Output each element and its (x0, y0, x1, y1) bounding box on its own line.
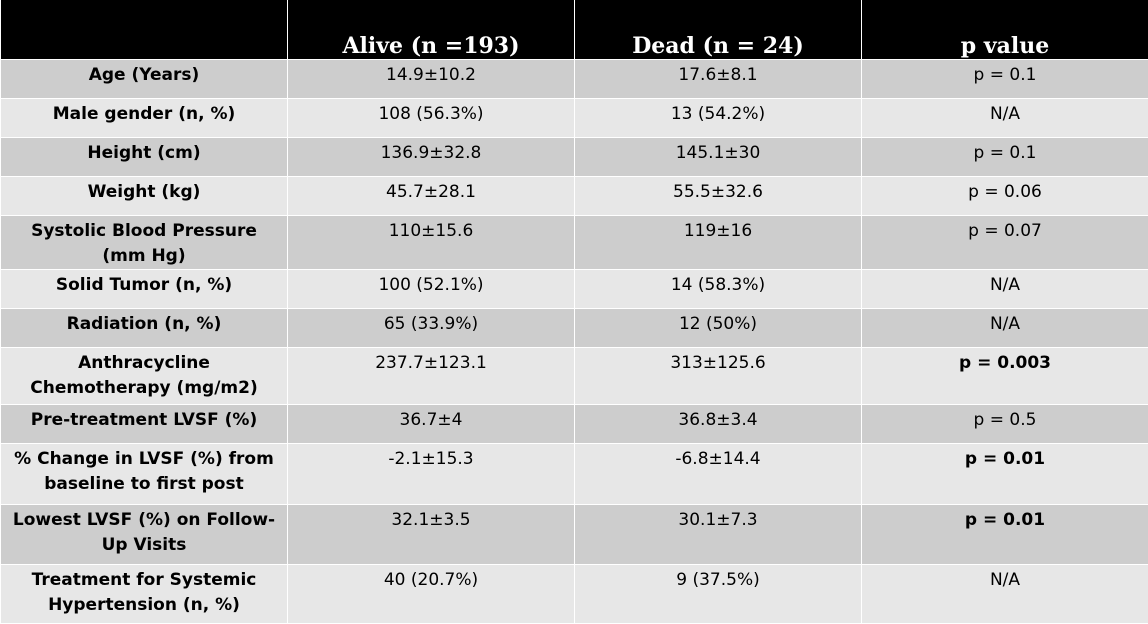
table-row: Systolic Blood Pressure (mm Hg) 110±15.6… (1, 215, 1148, 269)
row-label: Age (Years) (1, 59, 288, 98)
alive-value: 136.9±32.8 (288, 137, 575, 176)
dead-value: 14 (58.3%) (575, 269, 862, 308)
p-value: p = 0.1 (862, 59, 1148, 98)
header-alive: Alive (n =193) (288, 0, 575, 59)
dead-value: 12 (50%) (575, 308, 862, 347)
row-label: % Change in LVSF (%) from baseline to fi… (1, 443, 288, 504)
dead-value: 17.6±8.1 (575, 59, 862, 98)
dead-value: 9 (37.5%) (575, 564, 862, 623)
table-row: % Change in LVSF (%) from baseline to fi… (1, 443, 1148, 504)
row-label: Treatment for Systemic Hypertension (n, … (1, 564, 288, 623)
table-row: Lowest LVSF (%) on Follow-Up Visits 32.1… (1, 504, 1148, 564)
header-row: Alive (n =193) Dead (n = 24) p value (1, 0, 1148, 59)
alive-value: 40 (20.7%) (288, 564, 575, 623)
table-row: Male gender (n, %) 108 (56.3%) 13 (54.2%… (1, 98, 1148, 137)
row-label: Height (cm) (1, 137, 288, 176)
p-value: p = 0.01 (862, 504, 1148, 564)
alive-value: 45.7±28.1 (288, 176, 575, 215)
header-dead: Dead (n = 24) (575, 0, 862, 59)
header-blank (1, 0, 288, 59)
table-row: Anthracycline Chemotherapy (mg/m2) 237.7… (1, 347, 1148, 404)
p-value: N/A (862, 269, 1148, 308)
alive-value: 32.1±3.5 (288, 504, 575, 564)
alive-value: 36.7±4 (288, 404, 575, 443)
dead-value: 313±125.6 (575, 347, 862, 404)
p-value: N/A (862, 308, 1148, 347)
p-value: p = 0.1 (862, 137, 1148, 176)
row-label: Systolic Blood Pressure (mm Hg) (1, 215, 288, 269)
table-row: Age (Years) 14.9±10.2 17.6±8.1 p = 0.1 (1, 59, 1148, 98)
row-label: Male gender (n, %) (1, 98, 288, 137)
dead-value: 30.1±7.3 (575, 504, 862, 564)
p-value: p = 0.003 (862, 347, 1148, 404)
row-label: Weight (kg) (1, 176, 288, 215)
alive-value: 100 (52.1%) (288, 269, 575, 308)
p-value: N/A (862, 98, 1148, 137)
p-value: p = 0.5 (862, 404, 1148, 443)
row-label: Anthracycline Chemotherapy (mg/m2) (1, 347, 288, 404)
dead-value: 119±16 (575, 215, 862, 269)
p-value: p = 0.06 (862, 176, 1148, 215)
dead-value: 36.8±3.4 (575, 404, 862, 443)
alive-value: 237.7±123.1 (288, 347, 575, 404)
alive-value: 110±15.6 (288, 215, 575, 269)
row-label: Radiation (n, %) (1, 308, 288, 347)
table-row: Pre-treatment LVSF (%) 36.7±4 36.8±3.4 p… (1, 404, 1148, 443)
table-row: Weight (kg) 45.7±28.1 55.5±32.6 p = 0.06 (1, 176, 1148, 215)
table-row: Radiation (n, %) 65 (33.9%) 12 (50%) N/A (1, 308, 1148, 347)
alive-value: 108 (56.3%) (288, 98, 575, 137)
row-label: Solid Tumor (n, %) (1, 269, 288, 308)
table-row: Treatment for Systemic Hypertension (n, … (1, 564, 1148, 623)
table-row: Solid Tumor (n, %) 100 (52.1%) 14 (58.3%… (1, 269, 1148, 308)
alive-value: 65 (33.9%) (288, 308, 575, 347)
header-p-value: p value (862, 0, 1148, 59)
dead-value: 145.1±30 (575, 137, 862, 176)
dead-value: 55.5±32.6 (575, 176, 862, 215)
row-label: Pre-treatment LVSF (%) (1, 404, 288, 443)
dead-value: -6.8±14.4 (575, 443, 862, 504)
row-label: Lowest LVSF (%) on Follow-Up Visits (1, 504, 288, 564)
alive-value: 14.9±10.2 (288, 59, 575, 98)
p-value: p = 0.01 (862, 443, 1148, 504)
p-value: N/A (862, 564, 1148, 623)
alive-value: -2.1±15.3 (288, 443, 575, 504)
dead-value: 13 (54.2%) (575, 98, 862, 137)
p-value: p = 0.07 (862, 215, 1148, 269)
table-row: Height (cm) 136.9±32.8 145.1±30 p = 0.1 (1, 137, 1148, 176)
